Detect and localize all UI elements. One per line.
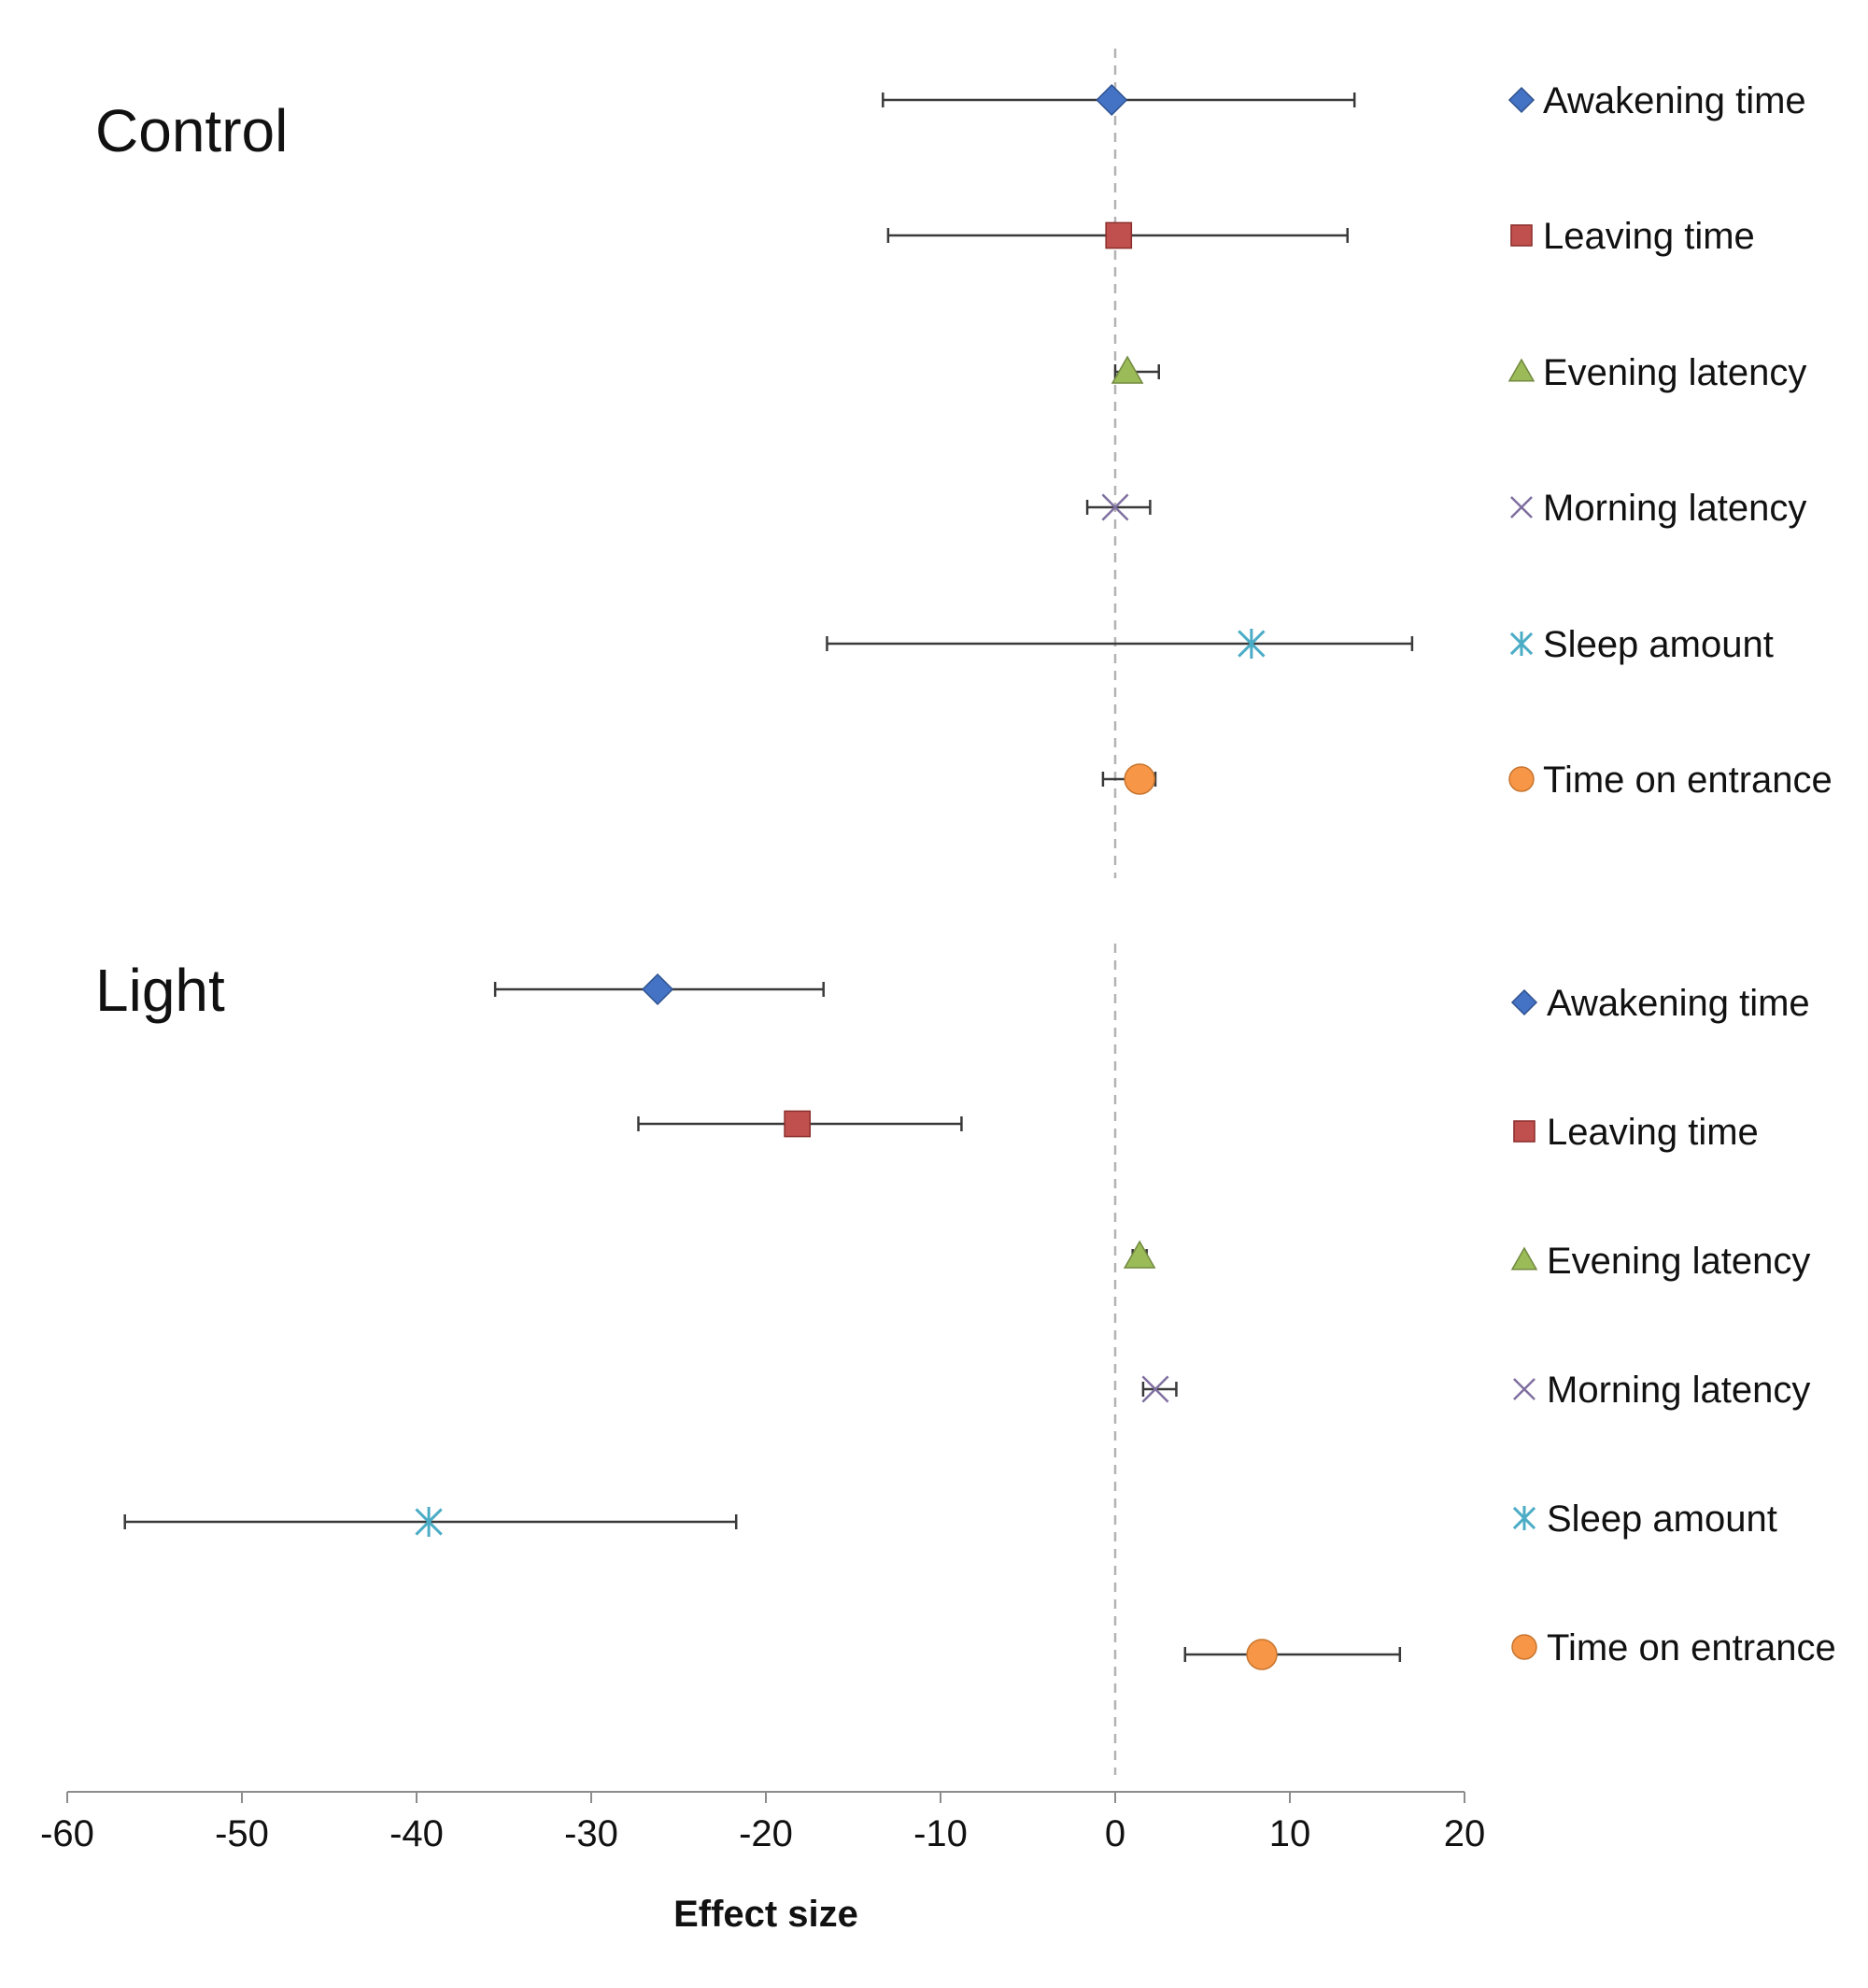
legend-label: Sleep amount (1543, 624, 1774, 665)
legend-label: Time on entrance (1547, 1627, 1836, 1668)
point-marker-triangle (1123, 1240, 1156, 1269)
point-marker-circle (1246, 1639, 1278, 1670)
panel-light: Light (95, 957, 1402, 1670)
point-marker-x (1101, 493, 1129, 521)
plot-area: Control Light (95, 49, 1414, 1775)
x-tick-label: -50 (215, 1813, 269, 1854)
x-tick-label: -40 (389, 1813, 444, 1854)
legend-marker-square (1513, 1120, 1535, 1143)
point-marker-star (1238, 629, 1266, 659)
legend-item: Sleep amount (1512, 1498, 1777, 1540)
point-marker-diamond (641, 973, 674, 1006)
legend-item: Morning latency (1513, 1370, 1810, 1411)
point-marker-circle (1124, 763, 1155, 795)
legend-marker-circle (1508, 766, 1535, 792)
legend-label: Leaving time (1547, 1112, 1759, 1153)
legend-item: Morning latency (1510, 488, 1806, 529)
legend-item: Awakening time (1510, 983, 1810, 1024)
legend-marker-diamond (1510, 988, 1538, 1016)
legend-marker-star (1512, 1506, 1536, 1530)
group-label: Control (95, 97, 288, 164)
legend-control: Awakening time Leaving time Evening latenc… (1507, 80, 1833, 801)
x-axis: -60 -50 -40 -30 -20 -10 0 10 20 (40, 1791, 1486, 1854)
legend-marker-diamond (1507, 86, 1535, 114)
data-point (1183, 1639, 1402, 1670)
x-tick-label: -10 (913, 1813, 968, 1854)
legend-label: Time on entrance (1543, 760, 1833, 801)
legend-marker-x (1513, 1378, 1535, 1400)
point-marker-square (1105, 221, 1133, 249)
x-tick-label: -60 (40, 1813, 94, 1854)
legend-item: Sleep amount (1509, 624, 1774, 665)
x-tick-label: -20 (739, 1813, 793, 1854)
x-tick-label: 10 (1269, 1813, 1311, 1854)
legend-item: Time on entrance (1511, 1627, 1836, 1668)
legend-item: Leaving time (1510, 216, 1755, 257)
legend-label: Leaving time (1543, 216, 1755, 257)
legend-item: Evening latency (1507, 352, 1806, 393)
legend-marker-triangle (1507, 358, 1535, 382)
data-point (826, 629, 1414, 659)
legend-item: Time on entrance (1508, 760, 1833, 801)
legend-marker-triangle (1510, 1246, 1538, 1271)
x-tick-label: 20 (1444, 1813, 1486, 1854)
x-tick-label: 0 (1105, 1813, 1125, 1854)
legend: Awakening time Leaving time Evening latenc… (1507, 80, 1836, 1668)
data-point (1141, 1375, 1178, 1403)
data-point (1085, 493, 1152, 521)
legend-marker-x (1510, 496, 1533, 518)
point-marker-x (1141, 1375, 1169, 1403)
data-point (637, 1110, 963, 1138)
data-point (493, 973, 825, 1006)
legend-label: Awakening time (1543, 80, 1806, 121)
point-marker-triangle (1111, 355, 1144, 384)
data-point (123, 1507, 738, 1537)
data-point (1101, 763, 1157, 795)
group-label: Light (95, 957, 225, 1024)
x-tick-label: -30 (564, 1813, 618, 1854)
panel-control: Control (95, 83, 1414, 795)
legend-light: Awakening time Leaving time Evening latenc… (1510, 983, 1836, 1668)
legend-item: Awakening time (1507, 80, 1806, 121)
legend-label: Sleep amount (1547, 1498, 1777, 1540)
point-marker-square (784, 1110, 812, 1138)
data-point (1123, 1240, 1156, 1269)
legend-item: Leaving time (1513, 1112, 1759, 1153)
data-point (882, 83, 1356, 117)
legend-marker-circle (1511, 1634, 1537, 1660)
point-marker-diamond (1096, 83, 1128, 117)
x-axis-title: Effect size (673, 1894, 858, 1935)
legend-marker-star (1509, 632, 1534, 656)
data-point (1111, 355, 1160, 384)
legend-label: Evening latency (1543, 352, 1806, 393)
legend-label: Morning latency (1547, 1370, 1810, 1411)
legend-label: Awakening time (1547, 983, 1810, 1024)
legend-label: Evening latency (1547, 1241, 1810, 1282)
legend-item: Evening latency (1510, 1241, 1810, 1282)
legend-label: Morning latency (1543, 488, 1806, 529)
legend-marker-square (1510, 224, 1533, 247)
data-point (886, 221, 1349, 249)
point-marker-star (415, 1507, 443, 1537)
